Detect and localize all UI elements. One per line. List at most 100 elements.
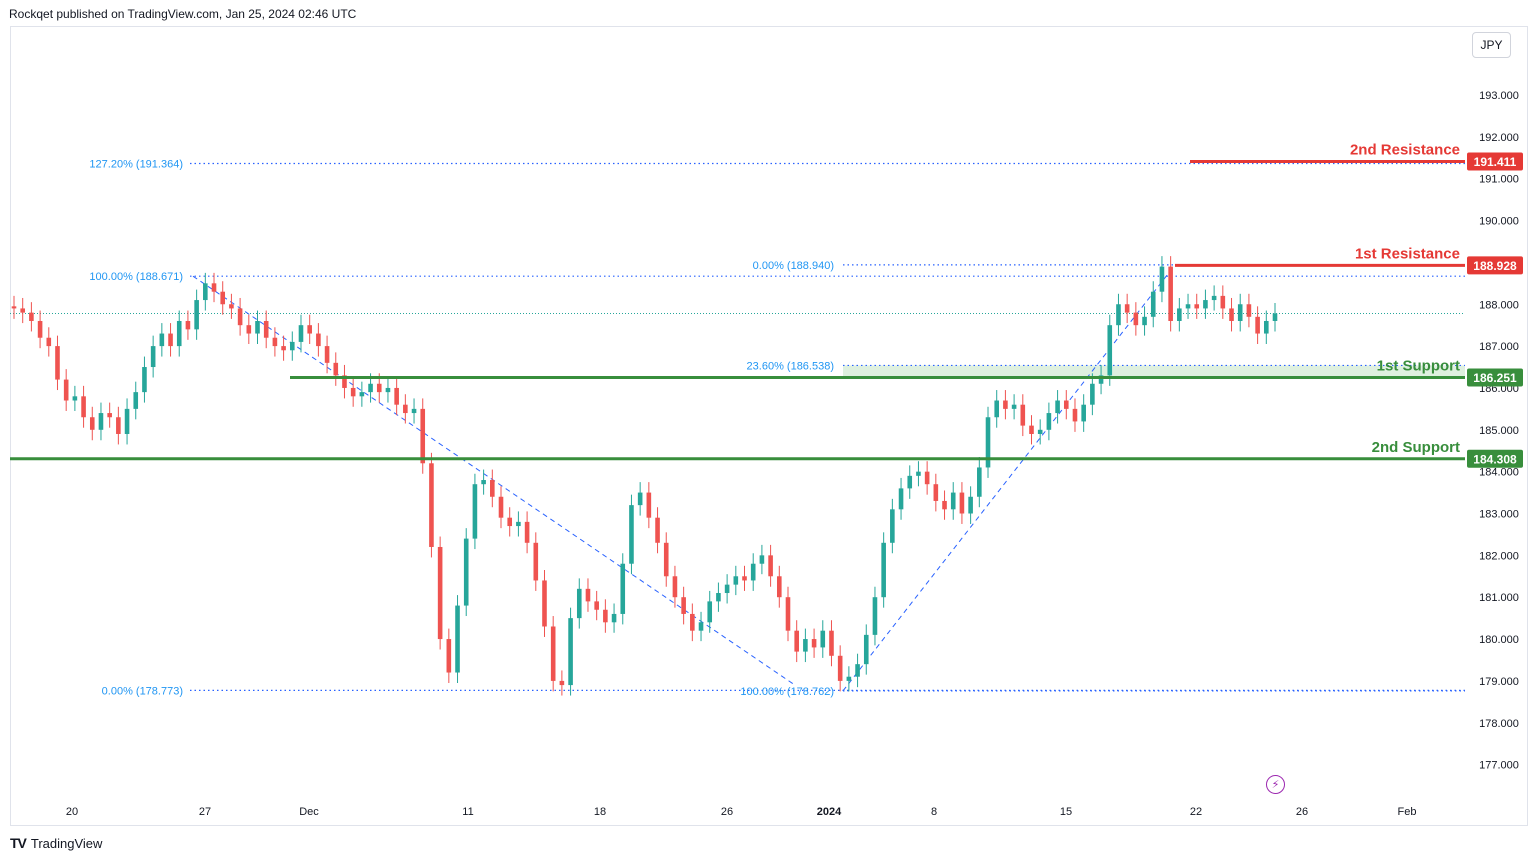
x-tick-label: 18: [594, 806, 606, 818]
candle-body: [542, 580, 547, 627]
candle-body: [1211, 295, 1217, 301]
candle-body: [907, 475, 913, 489]
candle-body: [1229, 308, 1234, 321]
candle-series: [11, 256, 1278, 696]
candle-body: [1255, 316, 1260, 334]
candle-body: [576, 588, 582, 619]
candle-body: [385, 387, 391, 393]
candle-body: [246, 325, 252, 334]
candle-body: [698, 622, 704, 631]
y-tick-label: 184.000: [1479, 467, 1519, 479]
candle-body: [1011, 404, 1017, 409]
x-tick-label: 26: [1296, 806, 1308, 818]
candle-body: [1107, 325, 1113, 376]
candle-body: [872, 597, 878, 635]
candle-body: [211, 283, 217, 292]
candle-body: [455, 605, 460, 673]
candle-body: [811, 639, 817, 648]
candle-body: [568, 618, 573, 686]
y-tick-label: 185.000: [1479, 425, 1519, 437]
candle-body: [942, 500, 947, 510]
price-badge-label: 186.251: [1473, 371, 1517, 385]
candle-body: [1055, 400, 1060, 414]
price-badge: [1467, 449, 1523, 468]
candle-body: [855, 664, 860, 677]
candle-body: [281, 346, 286, 351]
candle-body: [472, 484, 478, 539]
x-tick-label: 26: [721, 806, 733, 818]
y-tick-label: 191.000: [1479, 174, 1519, 186]
candle-body: [585, 588, 591, 602]
candle-body: [663, 542, 669, 577]
candle-body: [933, 484, 939, 501]
candle-body: [98, 413, 104, 430]
fib-level-label: 0.00% (178.773): [102, 685, 183, 697]
candle-body: [1168, 266, 1173, 321]
candle-body: [289, 341, 295, 351]
key-levels: 2nd Resistance 1st Resistance 1st Support 2…: [10, 141, 1465, 461]
fib-level-label: 0.00% (188.940): [753, 260, 834, 272]
candle-body: [672, 576, 678, 598]
support-zones: [843, 365, 1465, 378]
price-badge-label: 184.308: [1473, 452, 1517, 466]
candle-body: [881, 542, 886, 598]
candle-body: [1177, 308, 1182, 321]
lightning-icon[interactable]: ⚡: [1266, 775, 1285, 794]
candle-body: [359, 392, 365, 397]
candle-body: [55, 346, 60, 380]
candle-body: [1194, 304, 1200, 309]
fib-trend-line: [842, 264, 1176, 692]
footer-brand: TV TradingView: [10, 835, 102, 851]
candle-body: [533, 542, 539, 581]
candle-body: [837, 655, 843, 681]
fibonacci-levels: 127.20% (191.364) 100.00% (188.671) 0.00% …: [10, 158, 1465, 698]
price-badge: [1467, 152, 1523, 171]
candle-body: [263, 320, 269, 338]
candle-body: [1116, 304, 1121, 326]
candle-body: [1124, 304, 1130, 313]
candle-body: [1081, 404, 1086, 422]
price-badge-label: 188.928: [1473, 259, 1517, 273]
candle-body: [420, 408, 426, 464]
candle-body: [63, 379, 69, 401]
y-tick-label: 180.000: [1479, 634, 1519, 646]
candle-body: [20, 308, 25, 313]
support-zone: [843, 365, 1465, 378]
candle-body: [1072, 408, 1078, 422]
candle-body: [376, 383, 382, 393]
candle-body: [316, 333, 321, 347]
candle-body: [1133, 312, 1139, 326]
candle-body: [1003, 400, 1008, 409]
candle-body: [194, 300, 199, 330]
candle-body: [863, 634, 869, 665]
candle-body: [1090, 383, 1095, 405]
candle-body: [368, 383, 373, 393]
currency-selector[interactable]: JPY: [1472, 32, 1511, 58]
x-tick-label: 11: [462, 806, 473, 818]
price-badge: [1467, 256, 1523, 275]
candle-body: [1037, 429, 1043, 434]
x-tick-label: 2024: [817, 806, 842, 818]
candle-body: [124, 408, 130, 434]
candle-body: [724, 584, 730, 594]
candle-body: [237, 308, 243, 326]
y-tick-label: 190.000: [1479, 216, 1519, 228]
candle-body: [768, 555, 773, 577]
x-tick-label: 27: [199, 806, 211, 818]
price-badge: [1467, 368, 1523, 387]
y-tick-label: 181.000: [1479, 592, 1519, 604]
level-name: 2nd Support: [1372, 439, 1460, 456]
y-tick-label: 178.000: [1479, 718, 1519, 730]
candle-body: [446, 639, 452, 673]
candle-body: [1142, 316, 1147, 326]
candle-body: [1098, 375, 1104, 384]
publisher-caption: Rockqet published on TradingView.com, Ja…: [9, 7, 357, 21]
candle-body: [203, 283, 208, 301]
candle-body: [81, 396, 86, 418]
level-name: 2nd Resistance: [1350, 141, 1460, 158]
candle-body: [411, 408, 417, 414]
candle-body: [1203, 300, 1208, 309]
y-tick-label: 193.000: [1479, 90, 1519, 102]
y-tick-label: 188.000: [1479, 299, 1519, 311]
